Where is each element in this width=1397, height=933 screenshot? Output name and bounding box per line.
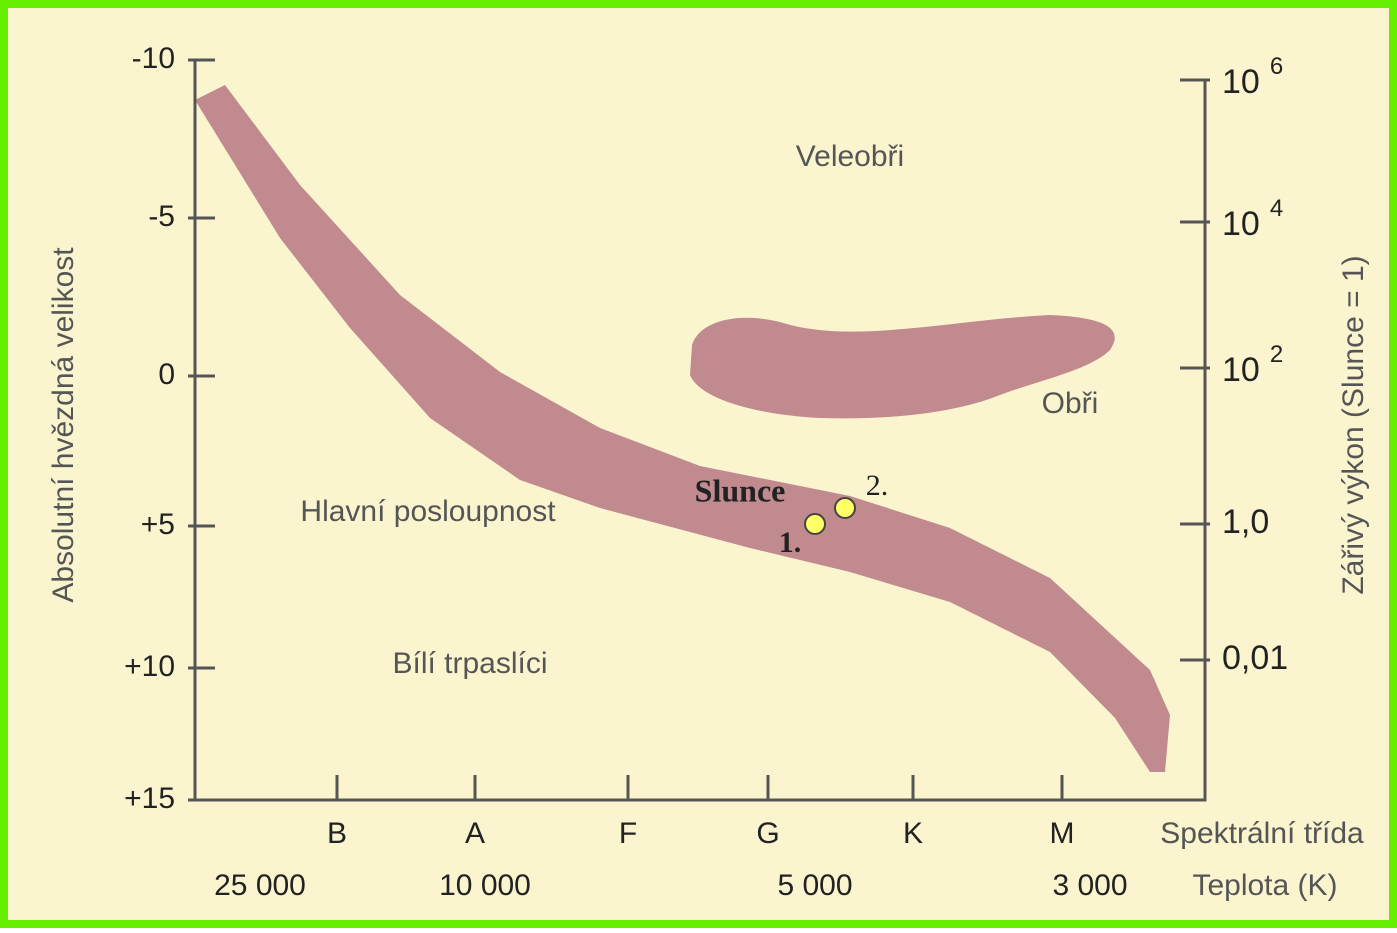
tick-base: 10	[1222, 205, 1260, 243]
temperature: 3 000	[1052, 869, 1127, 902]
tick-base: 10	[1222, 351, 1260, 389]
tick-exponent: 2	[1270, 341, 1283, 368]
left-tick-label: -10	[132, 42, 175, 75]
left-tick-label: 0	[158, 358, 175, 391]
right-tick-label: 1,0	[1222, 503, 1269, 541]
tick-exponent: 4	[1270, 195, 1283, 222]
temperature: 10 000	[439, 869, 531, 902]
temperature-label: Teplota (K)	[1192, 869, 1337, 902]
right-tick-label: 10 6	[1222, 53, 1283, 101]
right-axis-label: Zářivý výkon (Slunce = 1)	[1337, 255, 1370, 594]
region-label: Obři	[1042, 387, 1099, 420]
spectral-class: M	[1050, 817, 1075, 850]
giants-band	[690, 315, 1115, 419]
spectral-label: Spektrální třída	[1160, 817, 1364, 850]
region-label: Hlavní posloupnost	[300, 495, 556, 528]
spectral-class: G	[756, 817, 779, 850]
region-label: Bílí trpaslíci	[392, 647, 547, 680]
left-tick-label: -5	[148, 200, 175, 233]
spectral-class: A	[465, 817, 485, 850]
right-tick-label: 10 4	[1222, 195, 1283, 243]
right-tick-label: 10 2	[1222, 341, 1283, 389]
left-tick-label: +10	[124, 650, 175, 683]
region-label: Veleobři	[796, 140, 904, 173]
left-axis-label: Absolutní hvězdná velikost	[47, 247, 80, 603]
temperature: 25 000	[214, 869, 306, 902]
sun-point-label: 1.	[779, 526, 802, 559]
sun-point	[834, 497, 856, 519]
left-tick-label: +15	[124, 782, 175, 815]
sun-point	[804, 513, 826, 535]
spectral-class: F	[619, 817, 637, 850]
left-tick-label: +5	[141, 508, 175, 541]
spectral-class: K	[903, 817, 923, 850]
axes	[193, 60, 1207, 802]
tick-base: 10	[1222, 63, 1260, 101]
sun-label: Slunce	[695, 472, 786, 508]
spectral-class: B	[327, 817, 347, 850]
sun-point-label: 2.	[866, 469, 889, 502]
temperature: 5 000	[777, 869, 852, 902]
right-tick-label: 0,01	[1222, 639, 1288, 677]
tick-exponent: 6	[1270, 53, 1283, 80]
